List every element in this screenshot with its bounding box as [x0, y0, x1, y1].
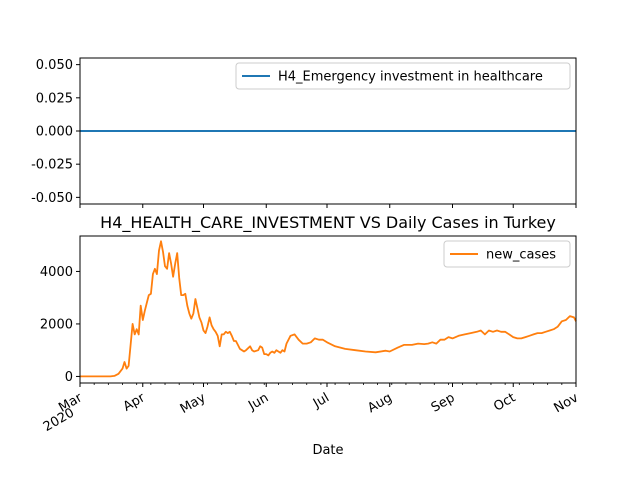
bottom-x-tick-label: Sep — [429, 390, 458, 415]
bottom-x-tick-label: Jun — [245, 390, 271, 414]
x-axis-title: Date — [312, 443, 343, 458]
bottom-subplot: H4_HEALTH_CARE_INVESTMENT VS Daily Cases… — [40, 213, 581, 458]
top-legend: H4_Emergency investment in healthcare — [235, 62, 571, 90]
plot-title: H4_HEALTH_CARE_INVESTMENT VS Daily Cases… — [100, 213, 556, 233]
bottom-y-tick-label: 4000 — [40, 265, 73, 280]
top-y-tick-label: 0.050 — [36, 58, 73, 73]
bottom-x-tick-label: Nov — [552, 390, 582, 416]
bottom-y-tick-label: 0 — [65, 370, 73, 385]
bottom-legend-label: new_cases — [486, 248, 556, 263]
bottom-y-tick-label: 2000 — [40, 317, 73, 332]
bottom-y-ticks: 0 2000 4000 — [40, 265, 80, 385]
top-y-tick-label: -0.025 — [31, 158, 73, 173]
top-y-tick-label: 0.025 — [36, 91, 73, 106]
bottom-axes-frame — [79, 235, 577, 384]
top-legend-box — [235, 62, 571, 90]
top-subplot: 0.050 0.025 0.000 -0.025 -0.050 H4_Emergency… — [31, 57, 577, 208]
bottom-x-tick-label: Jul — [310, 390, 332, 411]
top-y-tick-label: -0.050 — [31, 191, 73, 206]
top-y-ticks: 0.050 0.025 0.000 -0.025 -0.050 — [31, 58, 80, 206]
series-line-new-cases — [80, 240, 577, 378]
bottom-x-tick-year-label: 2020 — [41, 405, 77, 435]
bottom-x-tick-label: Apr — [121, 390, 149, 415]
bottom-x-tick-label: Aug — [365, 390, 394, 416]
top-axes-frame — [79, 57, 577, 205]
bottom-plot-lines — [80, 240, 577, 378]
top-y-tick-label: 0.000 — [36, 125, 73, 140]
bottom-legend: new_cases — [443, 240, 571, 268]
bottom-x-tick-label: Oct — [491, 390, 518, 414]
bottom-x-tick-label: May — [178, 390, 209, 417]
top-legend-label: H4_Emergency investment in healthcare — [278, 70, 543, 85]
top-x-ticks — [79, 204, 577, 208]
bottom-legend-box — [443, 240, 571, 268]
